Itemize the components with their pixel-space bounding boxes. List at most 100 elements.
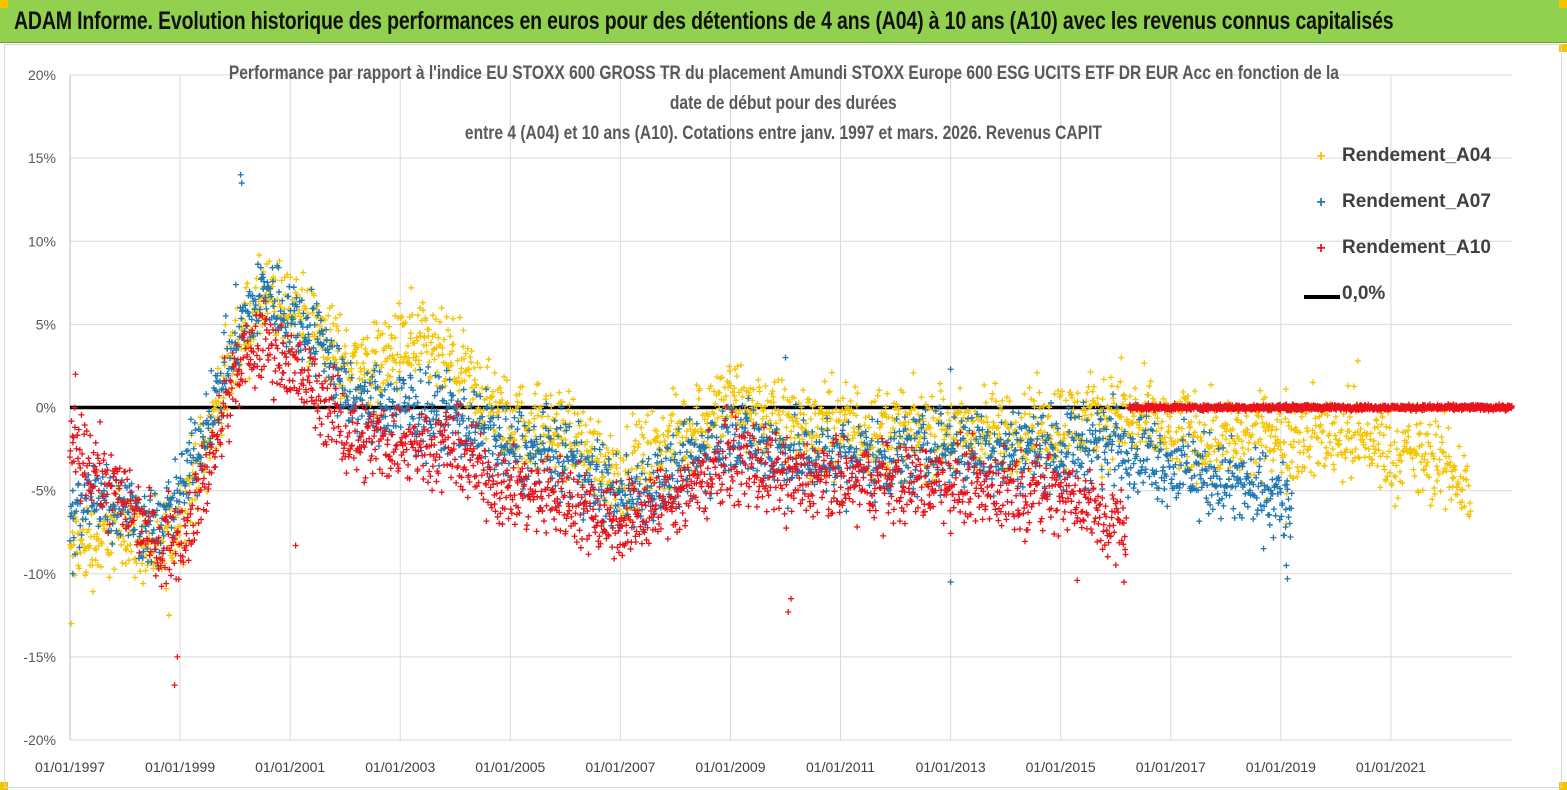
data-point-rendement-a04	[1043, 447, 1050, 454]
data-point-rendement-a04	[769, 388, 776, 395]
data-point-rendement-a04	[122, 560, 129, 567]
data-point-rendement-a04	[548, 403, 555, 410]
data-point-rendement-a04	[814, 424, 821, 431]
data-point-rendement-a10	[291, 369, 298, 376]
data-point-rendement-a04	[1005, 436, 1012, 443]
data-point-rendement-a04	[77, 549, 84, 556]
data-point-rendement-a07	[968, 414, 975, 421]
data-point-rendement-a04	[1393, 462, 1400, 469]
data-point-rendement-a04	[1196, 419, 1203, 426]
data-point-rendement-a04	[1136, 422, 1142, 429]
data-point-rendement-a04	[385, 323, 392, 330]
data-point-rendement-a07	[645, 455, 652, 462]
data-point-rendement-a04	[1051, 390, 1058, 397]
data-point-rendement-a07	[1266, 511, 1273, 518]
data-point-rendement-a04	[474, 360, 481, 367]
data-point-rendement-a04	[1435, 423, 1442, 430]
data-point-rendement-a04	[720, 432, 727, 439]
data-point-rendement-a04	[1226, 440, 1233, 447]
data-point-rendement-a04	[764, 397, 771, 404]
data-point-rendement-a04	[134, 514, 141, 521]
data-point-rendement-a07	[1151, 420, 1158, 427]
data-point-rendement-a10	[194, 505, 201, 512]
data-point-rendement-a07	[425, 379, 432, 386]
data-point-rendement-a04	[999, 397, 1006, 404]
data-point-rendement-a04	[502, 408, 509, 415]
data-point-rendement-a04	[1192, 413, 1199, 420]
data-point-rendement-a04	[163, 585, 170, 592]
data-point-rendement-a04	[1297, 429, 1304, 436]
data-point-rendement-a04	[770, 399, 777, 406]
data-point-rendement-a04	[719, 374, 726, 381]
data-point-rendement-a04	[605, 449, 612, 456]
data-point-rendement-a10	[122, 468, 129, 475]
data-point-rendement-a04	[504, 399, 511, 406]
data-point-rendement-a07	[843, 508, 850, 515]
data-point-rendement-a04	[106, 574, 113, 581]
data-point-rendement-a04	[1079, 416, 1086, 423]
data-point-rendement-a04	[936, 380, 943, 387]
data-point-rendement-a04	[414, 337, 421, 344]
data-point-rendement-a04	[1282, 415, 1289, 422]
data-point-rendement-a07	[1287, 534, 1294, 541]
data-point-rendement-a04	[1031, 404, 1038, 411]
data-point-rendement-a07	[605, 469, 612, 476]
data-point-rendement-a07	[1269, 476, 1276, 483]
x-tick-label: 01/01/2001	[255, 759, 325, 775]
data-point-rendement-a07	[1257, 502, 1264, 509]
y-tick-label: 10%	[28, 233, 56, 249]
data-point-rendement-a04	[776, 411, 783, 418]
data-point-rendement-a04	[552, 464, 559, 471]
data-point-rendement-a04	[1315, 435, 1322, 442]
data-point-rendement-a10	[265, 356, 272, 363]
data-point-rendement-a04	[300, 269, 307, 276]
data-point-rendement-a04	[582, 422, 589, 429]
data-point-rendement-a04	[1282, 386, 1289, 393]
data-point-rendement-a04	[794, 420, 801, 427]
data-point-rendement-a04	[1159, 418, 1166, 425]
data-point-rendement-a04	[1135, 431, 1142, 438]
data-point-rendement-a04	[847, 398, 854, 405]
data-point-rendement-a04	[1308, 433, 1315, 440]
data-point-rendement-a07	[1220, 502, 1227, 509]
data-point-rendement-a04	[1432, 418, 1439, 425]
data-point-rendement-a07	[680, 441, 687, 448]
data-point-rendement-a04	[602, 453, 609, 460]
data-point-rendement-a04	[1438, 433, 1445, 440]
data-point-rendement-a04	[380, 380, 387, 387]
data-point-rendement-a04	[988, 395, 995, 402]
data-point-rendement-a04	[1467, 508, 1474, 515]
report-title: ADAM Informe. Evolution historique des p…	[14, 7, 1394, 35]
data-point-rendement-a07	[1228, 432, 1235, 439]
data-point-rendement-a04	[852, 383, 859, 390]
data-point-rendement-a04	[534, 412, 541, 419]
data-point-rendement-a04	[812, 398, 819, 405]
data-point-rendement-a04	[77, 537, 84, 544]
data-point-rendement-a07	[726, 450, 733, 457]
data-point-rendement-a04	[139, 560, 146, 567]
data-point-rendement-a04	[772, 406, 779, 413]
data-point-rendement-a07	[1095, 454, 1102, 461]
data-point-rendement-a04	[508, 431, 515, 438]
data-point-rendement-a04	[796, 432, 803, 439]
data-point-rendement-a04	[538, 413, 545, 420]
data-point-rendement-a10	[124, 476, 131, 483]
data-point-rendement-a04	[661, 438, 668, 445]
data-point-rendement-a04	[815, 445, 822, 452]
data-point-rendement-a07	[1081, 471, 1088, 478]
data-point-rendement-a04	[335, 327, 342, 334]
data-point-rendement-a04	[649, 408, 656, 415]
data-point-rendement-a04	[1089, 388, 1096, 395]
data-point-rendement-a04	[1030, 424, 1037, 431]
data-point-rendement-a07	[1214, 490, 1221, 497]
data-point-rendement-a04	[733, 373, 740, 380]
data-point-rendement-a04	[528, 410, 535, 417]
data-point-rendement-a04	[1262, 394, 1269, 401]
data-point-rendement-a04	[246, 375, 253, 382]
chart-area[interactable]	[4, 44, 1562, 788]
data-point-rendement-a04	[1118, 413, 1125, 420]
data-point-rendement-a04	[882, 410, 889, 417]
x-tick-label: 01/01/2013	[916, 759, 986, 775]
data-point-rendement-a04	[1436, 456, 1443, 463]
data-point-rendement-a04	[1403, 439, 1410, 446]
